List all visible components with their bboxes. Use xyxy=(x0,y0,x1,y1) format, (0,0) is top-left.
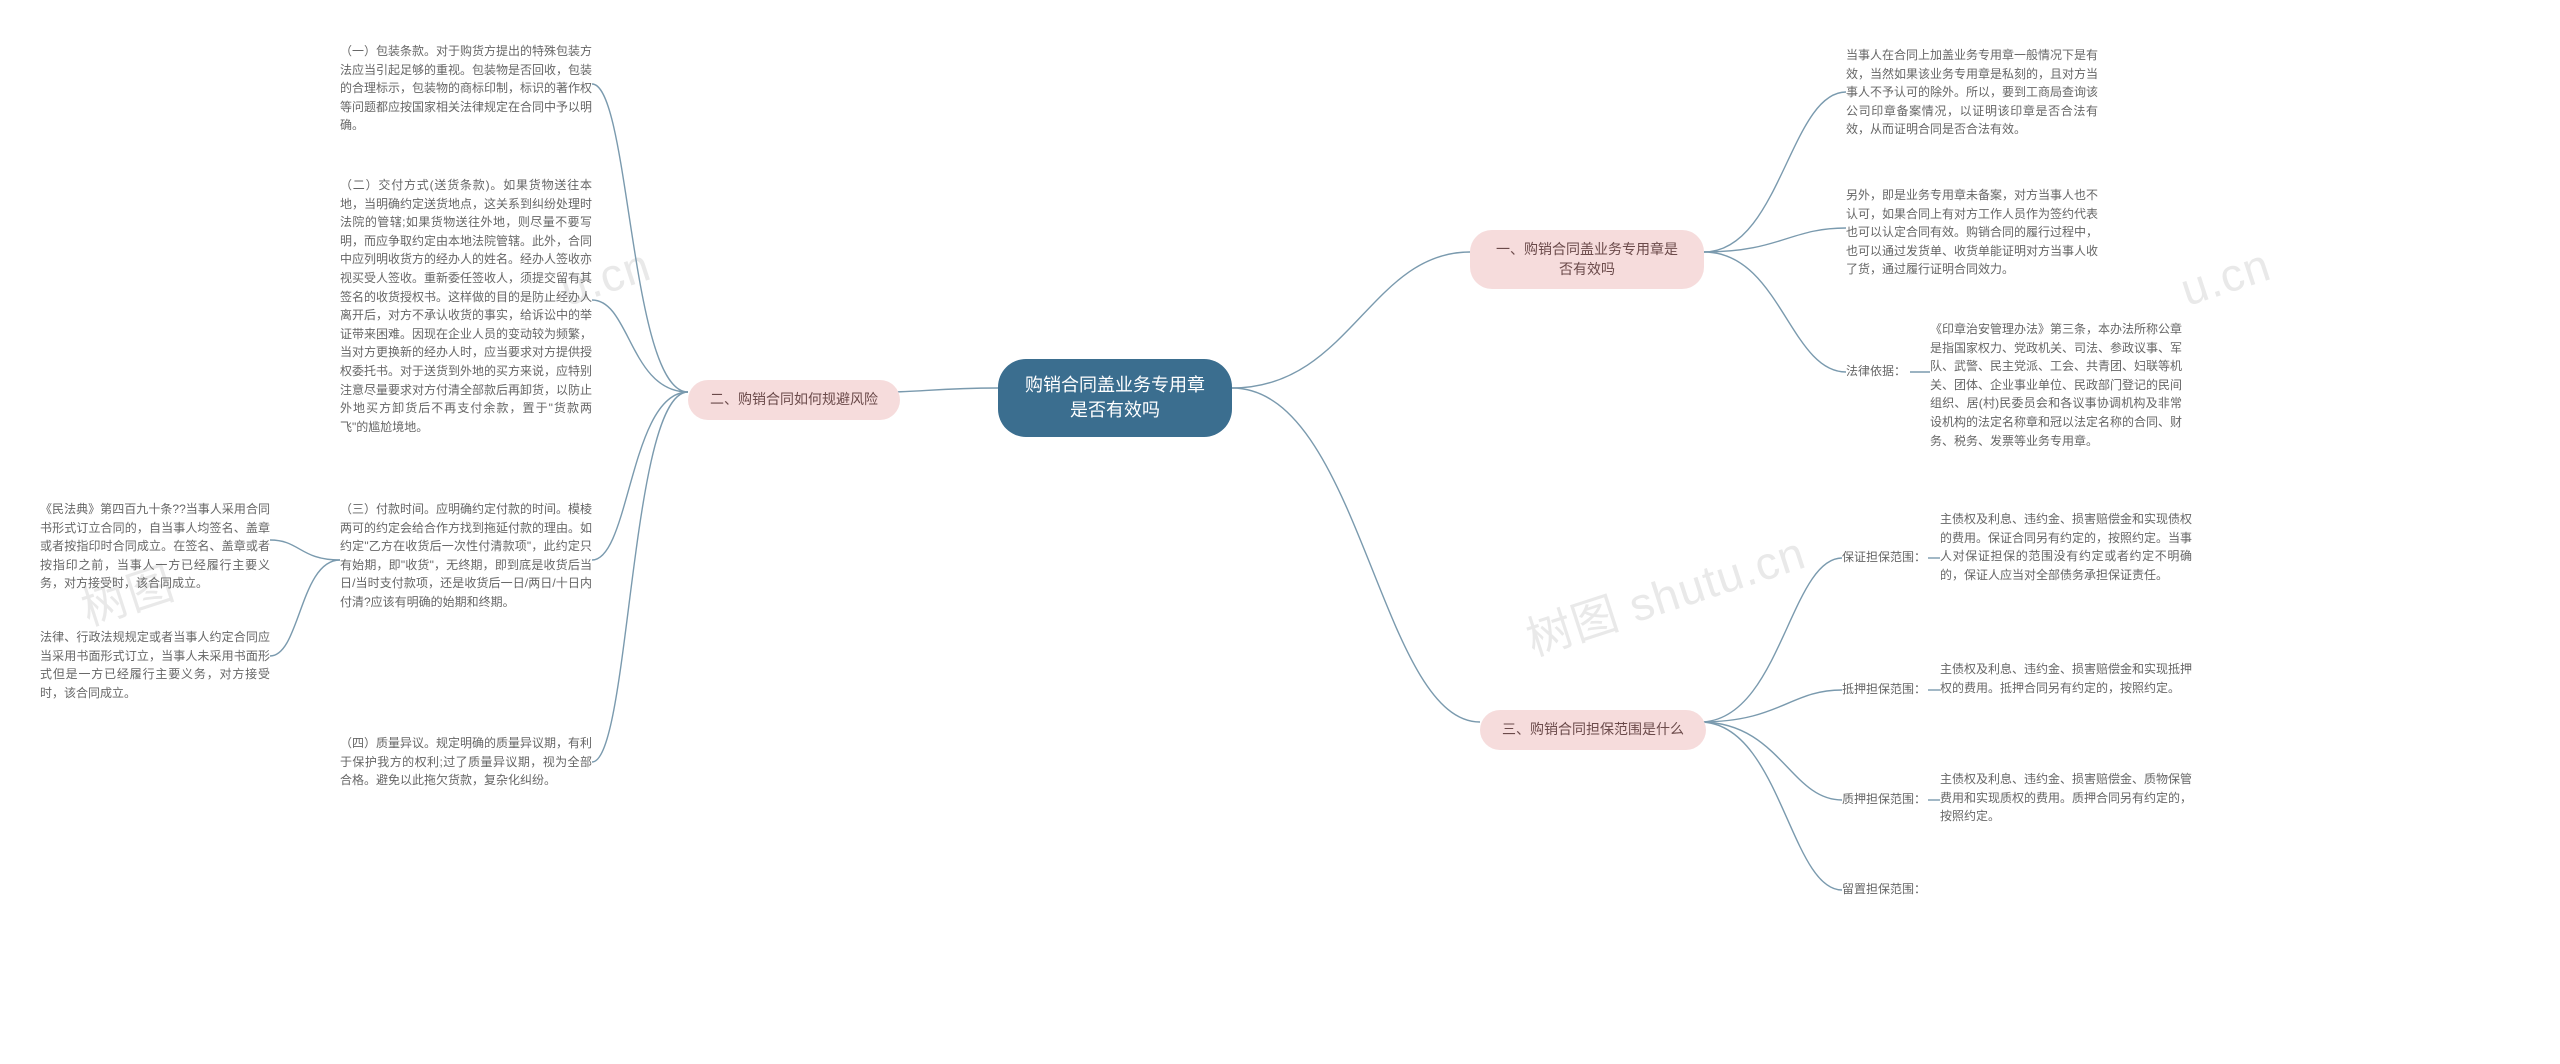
leaf-b2l3s2: 法律、行政法规规定或者当事人约定合同应当采用书面形式订立，当事人未采用书面形式但… xyxy=(40,628,270,702)
leaf-b1l1: 当事人在合同上加盖业务专用章一般情况下是有效，当然如果该业务专用章是私刻的，且对… xyxy=(1846,46,2098,139)
branch-node-2: 二、购销合同如何规避风险 xyxy=(688,380,900,420)
leaf-b3l1-label: 保证担保范围： xyxy=(1842,548,1926,567)
leaf-b3l2: 主债权及利息、违约金、损害赔偿金和实现抵押权的费用。抵押合同另有约定的，按照约定… xyxy=(1940,660,2192,697)
leaf-b1l2: 另外，即是业务专用章未备案，对方当事人也不认可，如果合同上有对方工作人员作为签约… xyxy=(1846,186,2098,279)
watermark: 树图 shutu.cn xyxy=(1517,517,1813,669)
leaf-b1l3: 《印章治安管理办法》第三条，本办法所称公章是指国家权力、党政机关、司法、参政议事… xyxy=(1930,320,2182,450)
branch-2-label: 二、购销合同如何规避风险 xyxy=(710,391,878,407)
branch-1-label: 一、购销合同盖业务专用章是否有效吗 xyxy=(1496,241,1678,277)
leaf-b2l2: （二）交付方式(送货条款)。如果货物送往本地，当明确约定送货地点，这关系到纠纷处… xyxy=(340,176,592,436)
leaf-b3l3-label: 质押担保范围： xyxy=(1842,790,1926,809)
branch-node-1: 一、购销合同盖业务专用章是否有效吗 xyxy=(1470,230,1704,289)
branch-3-label: 三、购销合同担保范围是什么 xyxy=(1502,721,1684,737)
leaf-b3l4-label: 留置担保范围： xyxy=(1842,880,1926,899)
center-node: 购销合同盖业务专用章是否有效吗 xyxy=(998,359,1232,437)
leaf-b3l2-label: 抵押担保范围： xyxy=(1842,680,1926,699)
leaf-b2l4: （四）质量异议。规定明确的质量异议期，有利于保护我方的权利;过了质量异议期，视为… xyxy=(340,734,592,790)
leaf-b2l3: （三）付款时间。应明确约定付款的时间。模棱两可的约定会给合作方找到拖延付款的理由… xyxy=(340,500,592,612)
leaf-b2l1: （一）包装条款。对于购货方提出的特殊包装方法应当引起足够的重视。包装物是否回收，… xyxy=(340,42,592,135)
leaf-b3l3: 主债权及利息、违约金、损害赔偿金、质物保管费用和实现质权的费用。质押合同另有约定… xyxy=(1940,770,2192,826)
leaf-b2l3s1: 《民法典》第四百九十条??当事人采用合同书形式订立合同的，自当事人均签名、盖章或… xyxy=(40,500,270,593)
watermark: u.cn xyxy=(2174,237,2277,316)
leaf-b1l3-label: 法律依据： xyxy=(1846,362,1906,381)
center-label: 购销合同盖业务专用章是否有效吗 xyxy=(1025,375,1205,420)
leaf-b3l1: 主债权及利息、违约金、损害赔偿金和实现债权的费用。保证合同另有约定的，按照约定。… xyxy=(1940,510,2192,584)
branch-node-3: 三、购销合同担保范围是什么 xyxy=(1480,710,1706,750)
